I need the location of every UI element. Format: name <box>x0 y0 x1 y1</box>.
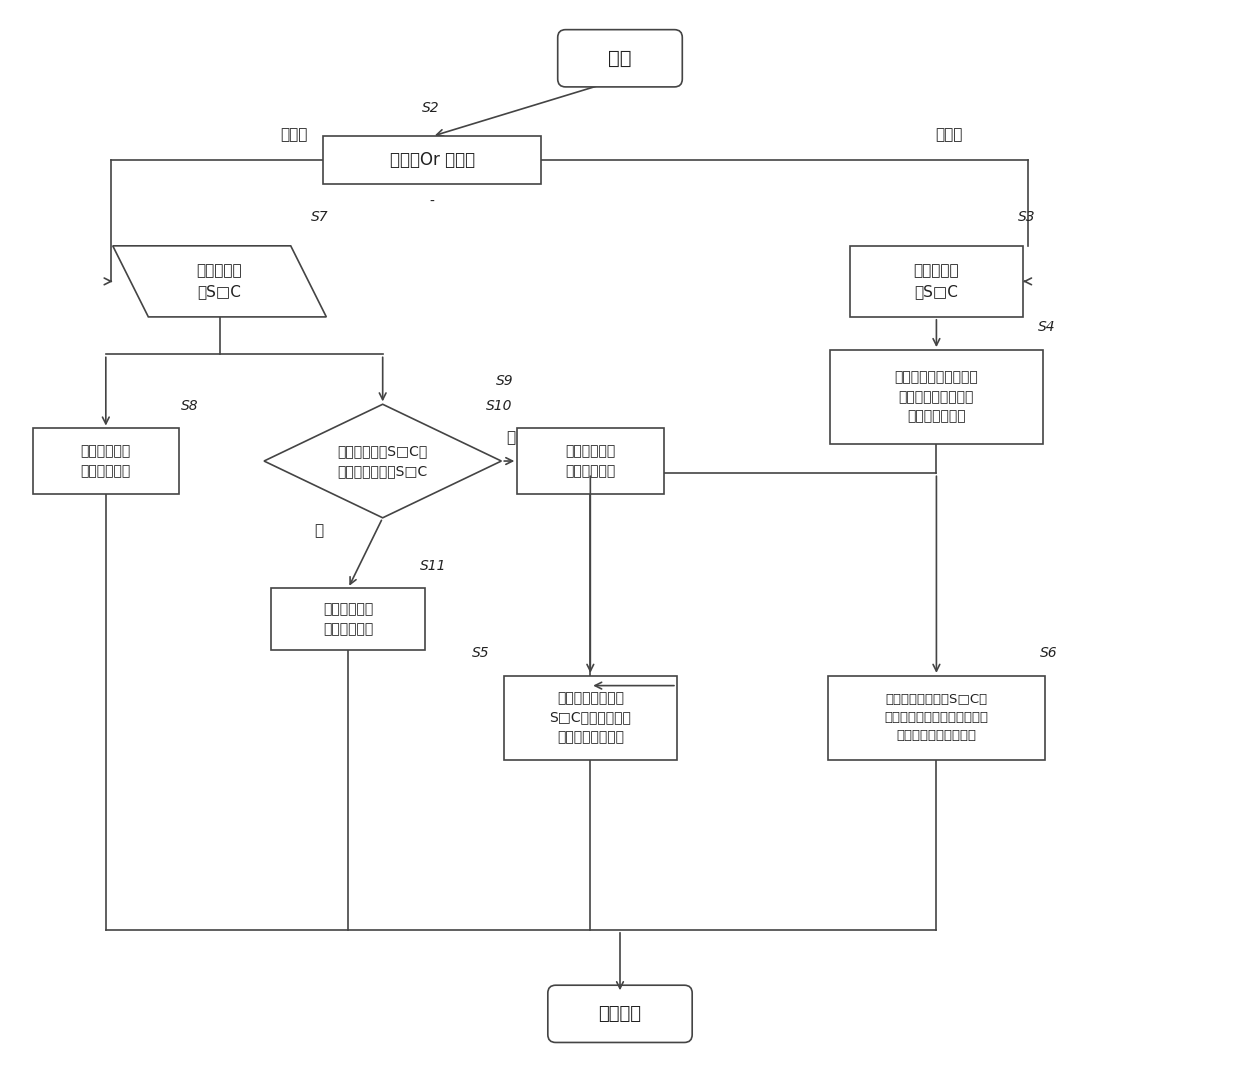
Text: S8: S8 <box>181 399 198 413</box>
Text: 根据两储能电池的S□C和
波谷电时长设定交流充电时功
率转换模块的充电功率: 根据两储能电池的S□C和 波谷电时长设定交流充电时功 率转换模块的充电功率 <box>884 693 988 743</box>
Bar <box>517 428 663 494</box>
FancyBboxPatch shape <box>548 985 692 1042</box>
Bar <box>503 676 677 760</box>
Polygon shape <box>264 404 501 518</box>
Text: S4: S4 <box>1038 320 1055 334</box>
Text: 根据车内动力电池
S□C和波谷电时长
设定直流充电功率: 根据车内动力电池 S□C和波谷电时长 设定直流充电功率 <box>549 691 631 744</box>
Bar <box>827 676 1045 760</box>
Polygon shape <box>113 245 326 317</box>
Text: 第一储能电池S□C大
于第二储能电池S□C: 第一储能电池S□C大 于第二储能电池S□C <box>337 444 428 478</box>
Text: 波谷电: 波谷电 <box>935 128 962 143</box>
FancyBboxPatch shape <box>558 29 682 86</box>
Text: 波峰电: 波峰电 <box>280 128 308 143</box>
Text: S5: S5 <box>472 646 490 659</box>
Text: 获取各电池
的S□C: 获取各电池 的S□C <box>197 264 242 299</box>
Text: 开始: 开始 <box>609 49 631 68</box>
Text: 补能结束: 补能结束 <box>599 1005 641 1023</box>
Text: S7: S7 <box>310 210 329 224</box>
Text: 波峰电Or 波谷电: 波峰电Or 波谷电 <box>389 151 475 169</box>
Text: S10: S10 <box>486 399 512 413</box>
Text: 直流充电接入
车内动力电池: 直流充电接入 车内动力电池 <box>81 444 131 478</box>
Text: S6: S6 <box>1040 646 1058 659</box>
Text: S3: S3 <box>1018 210 1035 224</box>
Text: 直流充电接入车内动力
电池，交流充电接入
车内一储能电池: 直流充电接入车内动力 电池，交流充电接入 车内一储能电池 <box>894 371 978 424</box>
Text: 否: 否 <box>314 523 324 537</box>
Text: 获取各电池
的S□C: 获取各电池 的S□C <box>914 264 960 299</box>
Text: -: - <box>430 195 434 209</box>
Text: 交流充电接入
第一储能电池: 交流充电接入 第一储能电池 <box>322 602 373 636</box>
Text: S11: S11 <box>420 559 446 573</box>
Bar <box>272 588 425 650</box>
Text: S9: S9 <box>496 374 515 388</box>
Bar <box>32 428 179 494</box>
Text: S2: S2 <box>423 101 440 115</box>
Bar <box>849 245 1023 317</box>
Bar <box>830 350 1043 444</box>
Text: 交流充电接入
第二储能电池: 交流充电接入 第二储能电池 <box>565 444 615 478</box>
Bar <box>324 136 541 184</box>
Text: 是: 是 <box>506 430 516 445</box>
